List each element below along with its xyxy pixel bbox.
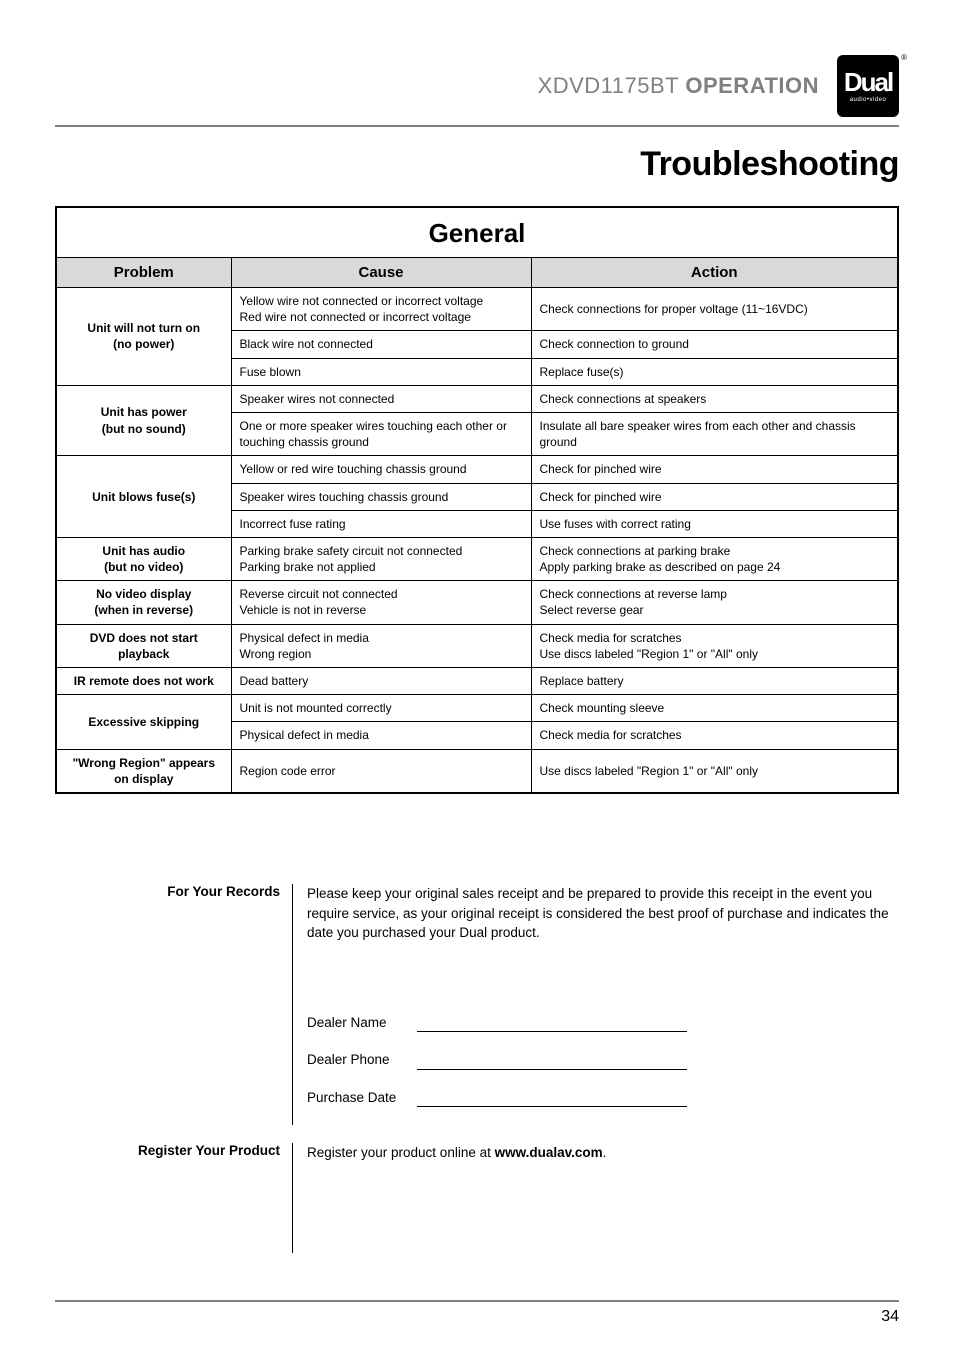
cause-cell: One or more speaker wires touching each …: [231, 412, 531, 455]
section-name: OPERATION: [685, 73, 819, 98]
problem-cell: No video display(when in reverse): [56, 581, 231, 624]
logo-subtext: audio•video: [850, 97, 887, 103]
logo-text: Dual: [844, 69, 892, 95]
table-row: Unit has audio(but no video)Parking brak…: [56, 537, 898, 580]
col-header-action: Action: [531, 258, 898, 288]
action-cell: Check mounting sleeve: [531, 695, 898, 722]
cause-cell: Physical defect in mediaWrong region: [231, 624, 531, 667]
troubleshooting-table: General Problem Cause Action Unit will n…: [55, 206, 899, 794]
page-number: 34: [55, 1308, 899, 1326]
register-url: www.dualav.com: [495, 1145, 603, 1160]
register-text-pre: Register your product online at: [307, 1145, 495, 1160]
vertical-divider: [292, 884, 293, 1125]
cause-cell: Reverse circuit not connectedVehicle is …: [231, 581, 531, 624]
action-cell: Replace fuse(s): [531, 358, 898, 385]
page-footer: 34: [55, 1300, 899, 1326]
form-field-line: [417, 1018, 687, 1032]
form-field-label: Dealer Phone: [307, 1050, 417, 1070]
action-cell: Check media for scratchesUse discs label…: [531, 624, 898, 667]
brand-logo: ® Dual audio•video: [837, 55, 899, 117]
form-field-row: Dealer Phone: [307, 1050, 899, 1070]
problem-cell: Excessive skipping: [56, 695, 231, 749]
table-row: Unit has power(but no sound)Speaker wire…: [56, 385, 898, 412]
action-cell: Check for pinched wire: [531, 483, 898, 510]
table-section-title: General: [56, 207, 898, 258]
action-cell: Check connections at reverse lampSelect …: [531, 581, 898, 624]
cause-cell: Yellow wire not connected or incorrect v…: [231, 288, 531, 331]
register-label: Register Your Product: [110, 1143, 280, 1158]
action-cell: Insulate all bare speaker wires from eac…: [531, 412, 898, 455]
footer-divider: [55, 1300, 899, 1302]
col-header-cause: Cause: [231, 258, 531, 288]
action-cell: Use discs labeled "Region 1" or "All" on…: [531, 749, 898, 793]
cause-cell: Unit is not mounted correctly: [231, 695, 531, 722]
table-row: Excessive skippingUnit is not mounted co…: [56, 695, 898, 722]
cause-cell: Speaker wires not connected: [231, 385, 531, 412]
table-row: Unit will not turn on(no power)Yellow wi…: [56, 288, 898, 331]
records-section: For Your Records Please keep your origin…: [55, 884, 899, 1253]
records-text: Please keep your original sales receipt …: [307, 884, 899, 943]
problem-cell: Unit has power(but no sound): [56, 385, 231, 456]
records-label: For Your Records: [110, 884, 280, 899]
cause-cell: Fuse blown: [231, 358, 531, 385]
action-cell: Check connections for proper voltage (11…: [531, 288, 898, 331]
form-field-label: Dealer Name: [307, 1013, 417, 1033]
problem-cell: Unit will not turn on(no power): [56, 288, 231, 386]
header-divider: [55, 125, 899, 127]
action-cell: Replace battery: [531, 668, 898, 695]
header-title: XDVD1175BT OPERATION: [538, 73, 819, 99]
cause-cell: Dead battery: [231, 668, 531, 695]
action-cell: Check for pinched wire: [531, 456, 898, 483]
product-name: XDVD1175BT: [538, 73, 679, 98]
action-cell: Check media for scratches: [531, 722, 898, 749]
form-field-label: Purchase Date: [307, 1088, 417, 1108]
page-header: XDVD1175BT OPERATION ® Dual audio•video: [55, 55, 899, 117]
problem-cell: Unit blows fuse(s): [56, 456, 231, 538]
action-cell: Check connections at speakers: [531, 385, 898, 412]
form-field-line: [417, 1093, 687, 1107]
action-cell: Check connection to ground: [531, 331, 898, 358]
form-field-row: Dealer Name: [307, 1013, 899, 1033]
col-header-problem: Problem: [56, 258, 231, 288]
cause-cell: Speaker wires touching chassis ground: [231, 483, 531, 510]
table-row: "Wrong Region" appears on displayRegion …: [56, 749, 898, 793]
form-field-row: Purchase Date: [307, 1088, 899, 1108]
problem-cell: IR remote does not work: [56, 668, 231, 695]
cause-cell: Black wire not connected: [231, 331, 531, 358]
problem-cell: DVD does not start playback: [56, 624, 231, 667]
cause-cell: Incorrect fuse rating: [231, 510, 531, 537]
registered-icon: ®: [901, 53, 907, 62]
form-field-line: [417, 1056, 687, 1070]
page-title: Troubleshooting: [55, 145, 899, 184]
action-cell: Check connections at parking brakeApply …: [531, 537, 898, 580]
table-row: IR remote does not workDead batteryRepla…: [56, 668, 898, 695]
cause-cell: Parking brake safety circuit not connect…: [231, 537, 531, 580]
action-cell: Use fuses with correct rating: [531, 510, 898, 537]
problem-cell: Unit has audio(but no video): [56, 537, 231, 580]
register-text-post: .: [603, 1145, 607, 1160]
table-row: Unit blows fuse(s)Yellow or red wire tou…: [56, 456, 898, 483]
cause-cell: Yellow or red wire touching chassis grou…: [231, 456, 531, 483]
table-row: DVD does not start playbackPhysical defe…: [56, 624, 898, 667]
vertical-divider: [292, 1143, 293, 1253]
cause-cell: Physical defect in media: [231, 722, 531, 749]
cause-cell: Region code error: [231, 749, 531, 793]
table-row: No video display(when in reverse)Reverse…: [56, 581, 898, 624]
problem-cell: "Wrong Region" appears on display: [56, 749, 231, 793]
